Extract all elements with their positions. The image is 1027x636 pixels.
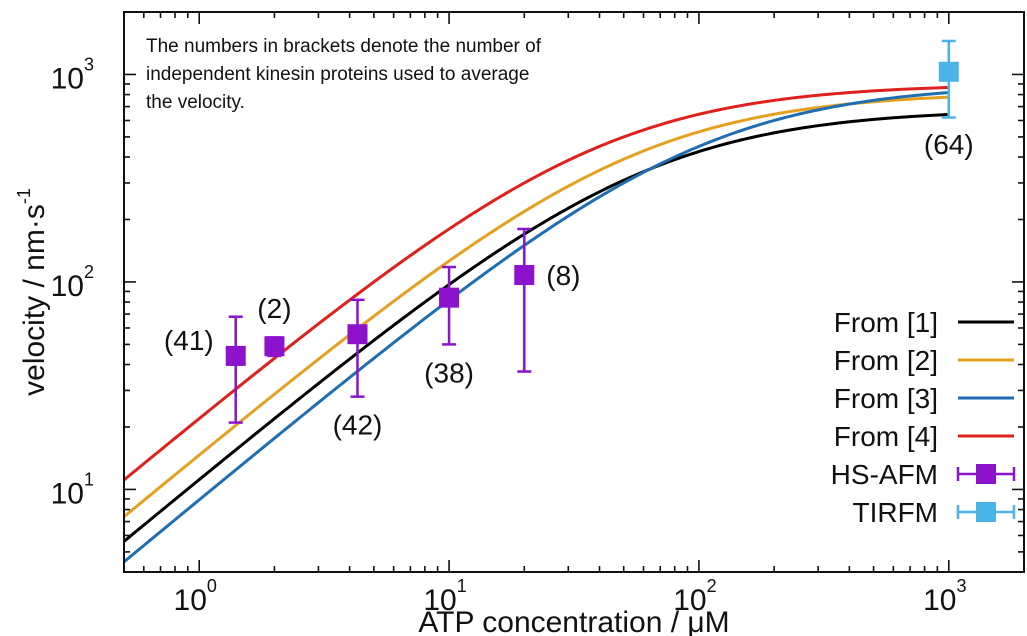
legend-item: From [3]: [834, 383, 1014, 414]
legend-item: TIRFM: [852, 497, 1016, 528]
hs-afm-point: (41): [164, 315, 246, 424]
legend-label: From [1]: [834, 307, 938, 338]
hs-afm-count-label: (2): [257, 293, 291, 324]
legend-item: From [2]: [834, 345, 1014, 376]
legend-label: TIRFM: [852, 497, 938, 528]
y-axis-title: velocity / nm·s-1: [14, 188, 51, 396]
curve-from-2: [124, 95, 948, 518]
annotation-line: The numbers in brackets denote the numbe…: [146, 36, 542, 57]
legend-item: HS-AFM: [831, 459, 1016, 490]
x-tick-label: 100: [174, 576, 217, 617]
legend-label: From [2]: [834, 345, 938, 376]
legend-swatch-marker: [976, 464, 996, 484]
tirfm-count-label: (64): [924, 129, 974, 160]
hs-afm-count-label: (42): [333, 410, 383, 441]
hs-afm-marker: [439, 287, 460, 308]
y-tick-label: 101: [51, 469, 94, 510]
tirfm-point: (64): [924, 39, 974, 160]
hs-afm-marker: [514, 265, 535, 286]
x-tick-label: 103: [923, 576, 966, 617]
legend-item: From [4]: [834, 421, 1014, 452]
chart-text: 100 101 102 103 101 102 103 ATP concentration /…: [14, 36, 966, 636]
legend-label: From [3]: [834, 383, 938, 414]
y-tick-label: 103: [51, 54, 94, 95]
hs-afm-count-label: (38): [424, 357, 474, 388]
axis-ticks: [123, 11, 1025, 573]
x-tick-label: 102: [673, 576, 716, 617]
legend: From [1] From [2] From [3] From [4] HS-AFM TI…: [831, 307, 1016, 528]
annotation-line: the velocity.: [146, 92, 245, 113]
hs-afm-point: (42): [333, 298, 383, 441]
hs-afm-marker: [347, 324, 368, 345]
curve-from-4: [124, 86, 948, 482]
annotation-line: independent kinesin proteins used to ave…: [146, 64, 529, 85]
hs-afm-point: (2): [257, 293, 292, 358]
x-tick-label: 101: [423, 576, 466, 617]
tirfm-marker: [938, 61, 959, 82]
data-points: (41) (2) (42) (38) (8) (64): [164, 39, 974, 441]
curve-from-3: [124, 91, 948, 563]
hs-afm-point: (8): [514, 227, 581, 373]
legend-swatch-marker: [976, 502, 996, 522]
curve-from-1: [124, 113, 948, 543]
hs-afm-marker: [225, 345, 246, 366]
x-axis-title: ATP concentration / μM: [418, 606, 729, 636]
y-tick-label: 102: [51, 262, 94, 303]
hs-afm-marker: [264, 336, 285, 357]
hs-afm-point: (38): [424, 265, 474, 388]
legend-item: From [1]: [834, 307, 1014, 338]
hs-afm-count-label: (41): [164, 325, 214, 356]
legend-label: HS-AFM: [831, 459, 938, 490]
legend-label: From [4]: [834, 421, 938, 452]
hs-afm-count-label: (8): [546, 260, 580, 291]
fit-curves: [124, 86, 948, 563]
